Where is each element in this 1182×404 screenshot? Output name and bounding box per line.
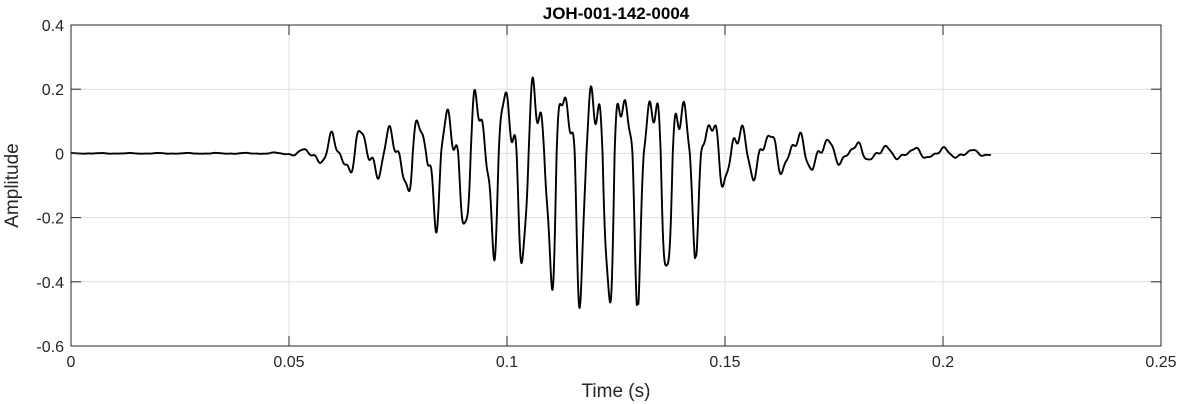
- x-axis-label: Time (s): [582, 381, 651, 402]
- series-line-amplitude: [70, 76, 992, 309]
- y-tick-label-4: 0.2: [42, 82, 64, 99]
- y-tick-label-2: -0.2: [36, 211, 64, 228]
- y-tick-label-1: -0.4: [36, 275, 64, 292]
- x-tick-label-3: 0.15: [709, 354, 740, 371]
- x-tick-label-0: 0: [67, 354, 76, 371]
- x-tick-label-1: 0.05: [273, 354, 304, 371]
- chart-title: JOH-001-142-0004: [543, 4, 690, 23]
- y-axis-label: Amplitude: [2, 143, 23, 228]
- y-tick-label-5: 0.4: [42, 18, 64, 35]
- plot-area: [71, 25, 1161, 346]
- x-tick-label-2: 0.1: [496, 354, 518, 371]
- x-tick-labels: 0 0.05 0.1 0.15 0.2 0.25: [67, 354, 1177, 371]
- y-tick-label-0: -0.6: [36, 339, 64, 356]
- tick-marks: [70, 24, 1162, 347]
- y-tick-label-3: 0: [55, 146, 64, 163]
- axes-box: [70, 24, 1162, 347]
- y-tick-labels: -0.6 -0.4 -0.2 0 0.2 0.4: [36, 18, 64, 356]
- x-tick-label-4: 0.2: [932, 354, 954, 371]
- x-tick-label-5: 0.25: [1145, 354, 1176, 371]
